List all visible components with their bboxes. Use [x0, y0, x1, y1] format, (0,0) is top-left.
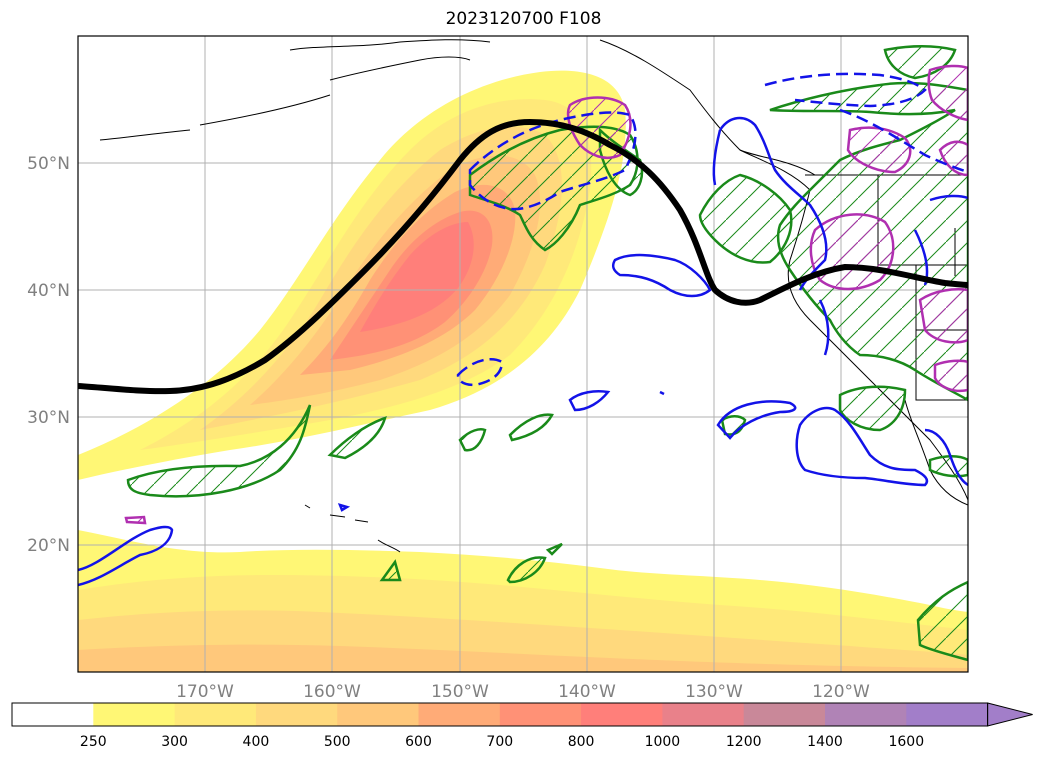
- lat-label: 30°N: [27, 408, 70, 428]
- colorbar-swatch: [337, 703, 419, 726]
- colorbar-swatch: [255, 703, 338, 726]
- colorbar-tick-label: 700: [486, 734, 513, 750]
- thick-black-contour: [78, 118, 968, 395]
- latitude-labels: 50°N 40°N 30°N 20°N: [27, 154, 70, 556]
- colorbar-swatch: [499, 703, 582, 726]
- colorbar-swatch: [12, 703, 94, 726]
- colorbar-swatch: [743, 703, 826, 726]
- lon-label: 150°W: [431, 682, 489, 702]
- lon-label: 130°W: [685, 682, 743, 702]
- blue-solid-contours: [78, 116, 968, 587]
- lon-label: 170°W: [176, 682, 234, 702]
- colorbar-tick-label: 1600: [888, 734, 924, 750]
- colorbar-swatch: [418, 703, 501, 726]
- longitude-labels: 170°W 160°W 150°W 140°W 130°W 120°W: [176, 682, 870, 702]
- colorbar: 250 300 400 500 600 700 800 1000 1200 1400 1600: [11, 702, 1033, 750]
- ivt-band-south: [78, 530, 968, 672]
- colorbar-tick-label: 800: [568, 734, 595, 750]
- colorbar-tick-label: 1400: [807, 734, 843, 750]
- colorbar-tick-label: 1000: [645, 734, 681, 750]
- colorbar-tick-label: 400: [243, 734, 270, 750]
- colorbar-swatch: [662, 703, 745, 726]
- colorbar-swatch: [93, 703, 176, 726]
- lon-label: 120°W: [812, 682, 870, 702]
- map-border: [77, 35, 969, 673]
- colorbar-tick-label: 300: [161, 734, 188, 750]
- lat-label: 20°N: [27, 536, 70, 556]
- lon-label: 140°W: [558, 682, 616, 702]
- colorbar-swatch: [581, 703, 663, 726]
- graticule: [78, 36, 968, 672]
- colorbar-extend-arrow: [987, 702, 1033, 727]
- colorbar-swatch: [825, 703, 907, 726]
- lat-label: 40°N: [27, 281, 70, 301]
- lon-label: 160°W: [303, 682, 361, 702]
- colorbar-tick-label: 600: [405, 734, 432, 750]
- colorbar-tick-label: 500: [324, 734, 351, 750]
- colorbar-tick-label: 1200: [726, 734, 762, 750]
- colorbar-swatch: [174, 703, 257, 726]
- colorbar-swatch: [906, 703, 989, 726]
- colorbar-tick-label: 250: [80, 734, 107, 750]
- lat-label: 50°N: [27, 154, 70, 174]
- colorbar-outline: [11, 702, 989, 727]
- map-title: 2023120700 F108: [445, 9, 602, 29]
